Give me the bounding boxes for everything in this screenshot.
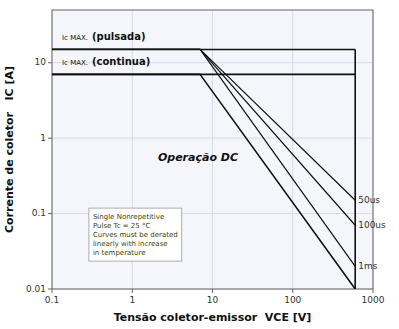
limit-label-part: (pulsada) <box>92 31 145 42</box>
tick-label-y: 0.01 <box>26 284 46 294</box>
soa-line <box>52 74 355 289</box>
annotation-line: Curves must be derated <box>93 231 178 239</box>
grid-line-x <box>212 10 213 289</box>
soa-line <box>52 49 355 266</box>
annotation-line: linearly with increase <box>93 240 168 248</box>
annotation-box <box>89 208 182 261</box>
limit-label: Ic MAX. (continua) <box>62 56 150 67</box>
tick-y <box>48 213 52 214</box>
annotation-line: Single Nonrepetitive <box>93 213 164 221</box>
tick-x <box>132 289 133 293</box>
grid-line-x <box>292 10 293 289</box>
tick-x <box>373 289 374 293</box>
tick-x <box>52 289 53 293</box>
grid-line-y <box>52 138 373 139</box>
tick-label-y: 0.1 <box>32 208 46 218</box>
soa-line <box>52 49 355 225</box>
tick-label-x: 1000 <box>362 295 385 305</box>
plot-background <box>52 10 373 289</box>
dc-label: Operação DC <box>158 151 238 164</box>
soa-line <box>52 49 355 200</box>
tick-y <box>48 289 52 290</box>
annotation-line: in temperature <box>93 249 146 257</box>
tick-y <box>48 62 52 63</box>
tick-y <box>48 138 52 139</box>
curve-label: 1ms <box>358 261 377 271</box>
limit-label-part: Ic MAX. <box>62 59 88 67</box>
limit-label: Ic MAX. (pulsada) <box>62 31 145 42</box>
tick-x <box>292 289 293 293</box>
tick-label-x: 1 <box>129 295 135 305</box>
tick-x <box>212 289 213 293</box>
annotation-line: Pulse Tc = 25 °C <box>93 222 151 230</box>
tick-label-x: 10 <box>207 295 219 305</box>
limit-label-part: Ic MAX. <box>62 34 88 42</box>
tick-label-y: 1 <box>40 133 46 143</box>
curve-label: 100us <box>358 220 386 230</box>
y-axis-label: Corrente de coletor IC [A] <box>3 66 16 233</box>
curve-label: 50us <box>358 195 380 205</box>
soa-line <box>354 49 356 289</box>
tick-label-x: 100 <box>284 295 301 305</box>
x-axis-label: Tensão coletor-emissor VCE [V] <box>114 311 312 324</box>
tick-label-y: 10 <box>35 57 47 67</box>
chart: 0.111010010000.010.11101ms100us50usIc MA… <box>0 0 399 329</box>
plot-frame <box>52 10 373 289</box>
series-group <box>52 49 355 289</box>
tick-label-x: 0.1 <box>45 295 59 305</box>
limit-label-part: (continua) <box>92 56 150 67</box>
